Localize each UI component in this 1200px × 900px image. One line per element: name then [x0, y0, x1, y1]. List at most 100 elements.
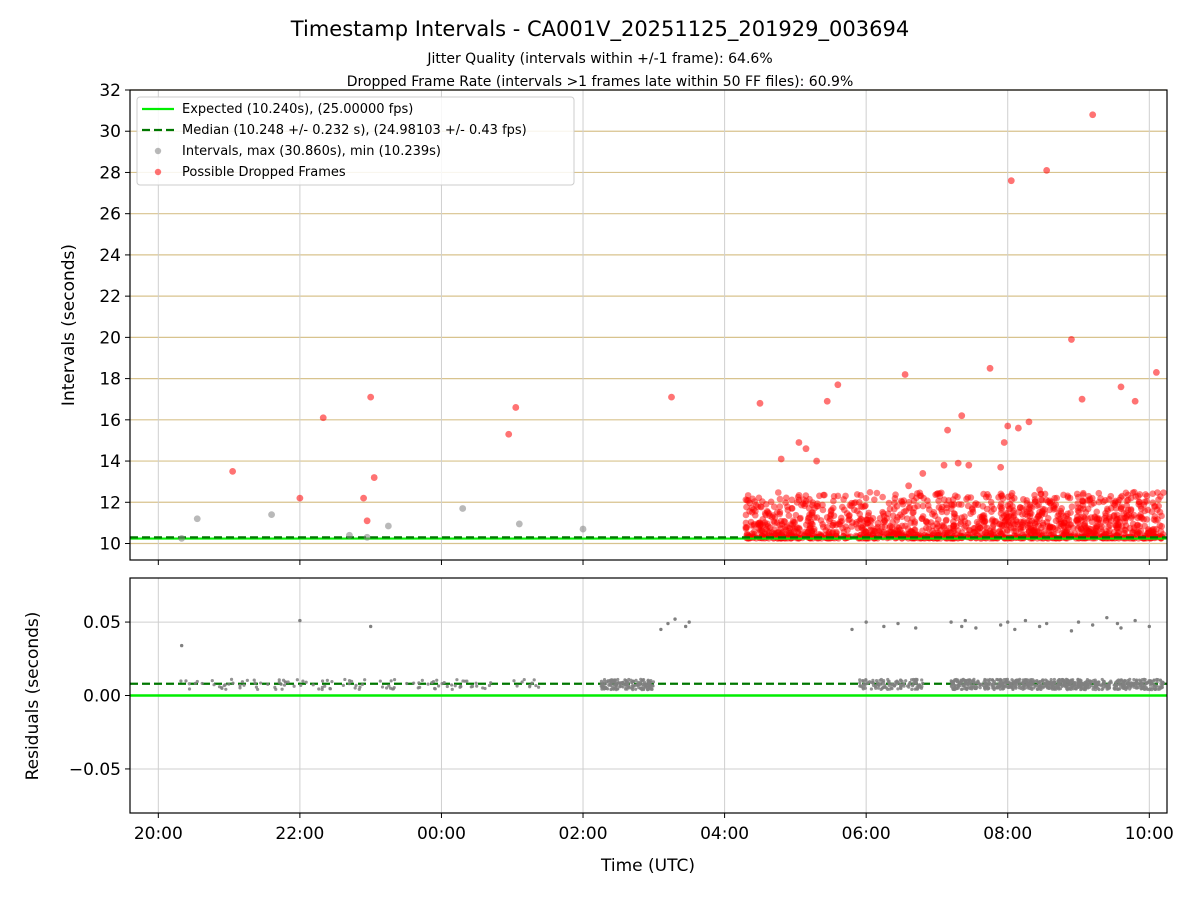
residual-band-point: [1060, 683, 1064, 687]
residual-band-point: [1044, 682, 1049, 686]
top-band-point: [1048, 498, 1056, 505]
residual-point: [1115, 621, 1120, 626]
top-band-point: [934, 516, 942, 524]
residual-band-point: [983, 678, 987, 682]
top-band-point: [759, 521, 767, 529]
residual-band-point: [1117, 687, 1122, 691]
top-band-point: [1102, 509, 1109, 517]
residual-band-point: [915, 678, 919, 682]
residual-band-point: [999, 684, 1004, 688]
residual-band-point: [1054, 687, 1058, 691]
dropped-frame-point: [965, 461, 973, 469]
top-band-point: [1113, 523, 1120, 531]
residual-band-point: [1037, 687, 1042, 691]
top-band-point: [976, 528, 983, 536]
dropped-frame-point: [360, 494, 367, 502]
residual-band-point: [887, 681, 891, 685]
top-band-point: [1055, 510, 1063, 517]
residual-band-point: [1144, 687, 1149, 691]
top-band-point: [809, 520, 816, 528]
top-band-point: [862, 494, 870, 502]
residual-band-point: [1004, 677, 1008, 682]
residual-band-point: [1066, 686, 1070, 691]
residual-band-point: [863, 683, 867, 688]
top-band-point: [765, 523, 772, 530]
residual-band-point: [532, 678, 536, 682]
dropped-frame-point: [777, 455, 785, 463]
residual-band-point: [910, 687, 914, 692]
top-band-point: [919, 502, 927, 510]
residual-band-point: [1017, 684, 1021, 688]
top-band-point: [1079, 489, 1087, 497]
residual-band-point: [354, 683, 358, 688]
x-tick-label: 06:00: [842, 824, 891, 844]
residual-band-point: [602, 678, 607, 682]
top-band-point: [1009, 518, 1017, 526]
interval-point: [178, 534, 186, 542]
residual-point: [949, 620, 953, 624]
top-band-point: [1030, 524, 1037, 532]
legend-median-label: Median (10.248 +/- 0.232 s), (24.98103 +…: [182, 123, 527, 138]
residual-band-point: [967, 680, 971, 684]
top-band-point: [964, 531, 972, 538]
top-y-tick-label: 14: [99, 452, 121, 472]
residual-band-point: [286, 680, 290, 684]
top-band-point: [1024, 524, 1032, 532]
residual-band-point: [1062, 680, 1067, 684]
x-tick-label: 22:00: [275, 824, 324, 844]
residual-band-point: [266, 682, 270, 686]
dropped-frame-point: [802, 445, 810, 453]
residual-band-point: [988, 682, 992, 686]
top-band-point: [975, 523, 982, 530]
top-band-point: [1123, 502, 1131, 509]
top-band-point: [1041, 506, 1048, 513]
chart-title: Timestamp Intervals - CA001V_20251125_20…: [290, 17, 909, 42]
residual-band-point: [1002, 686, 1006, 691]
residual-band-point: [1052, 680, 1056, 685]
residual-band-point: [1096, 686, 1100, 691]
top-band-point: [1143, 516, 1151, 523]
residual-band-point: [602, 685, 606, 690]
top-y-tick-label: 12: [99, 493, 121, 513]
residual-band-point: [649, 679, 653, 683]
residual-band-point: [380, 685, 385, 689]
residual-band-point: [950, 683, 954, 687]
residual-point: [368, 624, 373, 629]
residual-band-point: [1031, 680, 1036, 684]
residual-band-point: [899, 686, 903, 691]
top-band-point: [1017, 524, 1025, 531]
residual-band-point: [866, 681, 870, 685]
top-band-point: [996, 527, 1003, 535]
dropped-frame-point: [954, 459, 962, 467]
residual-point: [179, 643, 184, 648]
residual-band-point: [607, 683, 611, 687]
residual-band-point: [343, 677, 347, 682]
residual-band-point: [640, 679, 644, 683]
top-band-point: [1118, 503, 1125, 511]
residual-band-point: [1097, 680, 1101, 684]
residual-band-point: [212, 683, 216, 687]
residual-band-point: [1112, 683, 1116, 687]
top-band-point: [886, 505, 894, 513]
dropped-frame-point: [997, 463, 1005, 471]
top-band-point: [802, 500, 809, 508]
residual-band-point: [625, 680, 629, 684]
residual-band-point: [179, 679, 183, 683]
legend-intervals-swatch: [154, 147, 162, 155]
x-tick-label: 04:00: [700, 824, 749, 844]
legend-dropped-swatch: [154, 168, 162, 176]
top-band-point: [1008, 492, 1015, 499]
dropped-frame-point: [229, 467, 237, 475]
residual-band-point: [279, 682, 283, 686]
top-band-point: [855, 498, 863, 506]
top-band-point: [885, 499, 893, 507]
interval-point: [459, 505, 467, 512]
top-band-point: [795, 491, 803, 499]
residual-band-point: [608, 678, 612, 682]
residual-band-point: [1139, 679, 1143, 683]
residual-band-point: [440, 681, 444, 686]
residual-band-point: [858, 681, 862, 685]
residual-band-point: [1074, 687, 1078, 691]
top-band-point: [909, 509, 917, 517]
top-band-point: [782, 494, 790, 502]
